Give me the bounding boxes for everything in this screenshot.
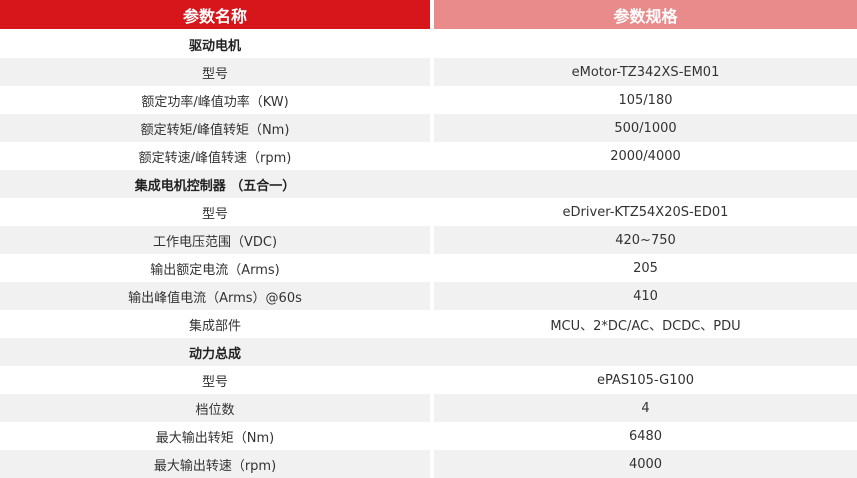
header-param-name: 参数名称 [0, 0, 430, 29]
table-row: 型号 eDriver-KTZ54X20S-ED01 [0, 198, 857, 226]
table-row: 额定功率/峰值功率（KW) 105/180 [0, 86, 857, 114]
param-value [434, 30, 857, 58]
param-value: 6480 [628, 428, 663, 444]
param-value: 420~750 [434, 226, 857, 254]
param-value: 500/1000 [434, 114, 857, 142]
param-name: 工作电压范围（VDC) [0, 226, 430, 254]
param-value: 4000 [434, 450, 857, 478]
param-value [434, 170, 857, 198]
param-name: 最大输出转速（rpm) [0, 450, 430, 478]
table-header: 参数名称 参数规格 [0, 0, 857, 29]
table-row: 最大输出转速（rpm) 4000 [0, 450, 857, 478]
param-name: 型号 [0, 58, 430, 86]
param-value: 105/180 [618, 92, 673, 108]
section-title: 集成电机控制器 （五合一） [0, 170, 430, 198]
param-value: 4 [434, 394, 857, 422]
table-row: 型号 ePAS105-G100 [0, 366, 857, 394]
section-title: 动力总成 [0, 338, 430, 366]
table-row: 额定转矩/峰值转矩（Nm) 500/1000 [0, 114, 857, 142]
param-value: 2000/4000 [610, 148, 681, 164]
param-value [434, 338, 857, 366]
table-row: 额定转速/峰值转速（rpm) 2000/4000 [0, 142, 857, 170]
param-name: 最大输出转矩（Nm) [155, 430, 275, 446]
param-value: ePAS105-G100 [596, 372, 695, 388]
table-row: 型号 eMotor-TZ342XS-EM01 [0, 58, 857, 86]
param-value: eMotor-TZ342XS-EM01 [434, 58, 857, 86]
header-param-spec: 参数规格 [434, 0, 857, 29]
param-value: 205 [633, 260, 658, 276]
table-row: 输出峰值电流（Arms）@60s 410 [0, 282, 857, 310]
section-row: 集成电机控制器 （五合一） [0, 170, 857, 198]
param-value: 410 [434, 282, 857, 310]
param-name: 型号 [201, 206, 228, 222]
spec-table-body: 驱动电机 型号 eMotor-TZ342XS-EM01 额定功率/峰值功率（KW) 10… [0, 30, 857, 478]
param-value: eDriver-KTZ54X20S-ED01 [562, 204, 729, 220]
param-name: 型号 [201, 374, 228, 390]
table-row: 档位数 4 [0, 394, 857, 422]
param-name: 额定功率/峰值功率（KW) [141, 94, 289, 110]
param-name: 输出峰值电流（Arms）@60s [0, 282, 430, 310]
table-row: 最大输出转矩（Nm) 6480 [0, 422, 857, 450]
table-row: 输出额定电流（Arms) 205 [0, 254, 857, 282]
table-row: 工作电压范围（VDC) 420~750 [0, 226, 857, 254]
param-name: 额定转矩/峰值转矩（Nm) [0, 114, 430, 142]
param-value: MCU、2*DC/AC、DCDC、PDU [550, 318, 741, 334]
section-row: 动力总成 [0, 338, 857, 366]
param-name: 集成部件 [188, 318, 241, 334]
param-name: 档位数 [0, 394, 430, 422]
table-row: 集成部件 MCU、2*DC/AC、DCDC、PDU [0, 310, 857, 338]
param-name: 额定转速/峰值转速（rpm) [138, 150, 292, 166]
param-name: 输出额定电流（Arms) [150, 262, 280, 278]
section-title: 驱动电机 [188, 38, 241, 54]
section-row: 驱动电机 [0, 30, 857, 58]
